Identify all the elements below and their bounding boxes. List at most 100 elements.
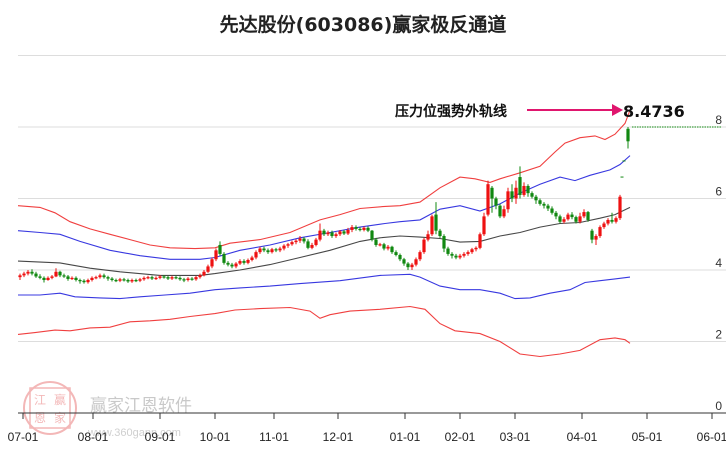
candle: [210, 257, 214, 269]
candle: [486, 180, 490, 217]
watermark: 江 赢 恩 家 赢家江恩软件 www.360gann.com: [23, 381, 192, 439]
candle: [30, 269, 34, 276]
x-tick-label: 09-01: [145, 430, 176, 444]
candle: [246, 258, 250, 265]
candle: [350, 224, 354, 233]
candle: [202, 270, 206, 277]
candle: [38, 274, 42, 280]
candle: [550, 206, 554, 215]
candle: [366, 226, 370, 233]
candle: [510, 184, 514, 203]
svg-text:恩: 恩: [34, 411, 46, 425]
candle: [538, 198, 542, 206]
band-outer_upper: [17, 110, 631, 250]
svg-text:赢: 赢: [54, 392, 66, 407]
candle: [430, 214, 434, 237]
candle: [34, 271, 38, 278]
candle: [142, 276, 146, 281]
candle: [326, 230, 330, 237]
svg-text:江: 江: [34, 393, 46, 407]
candle: [134, 278, 138, 283]
gridlines: [18, 55, 726, 342]
candle: [90, 276, 94, 282]
candle: [334, 232, 338, 238]
annotation-label: 压力位强势外轨线: [395, 103, 507, 120]
candle: [218, 241, 222, 256]
x-tick-label: 11-01: [259, 430, 289, 444]
x-tick-label: 07-01: [8, 430, 39, 444]
candle: [602, 221, 606, 229]
candle: [18, 273, 22, 281]
candle: [294, 239, 298, 245]
candle: [378, 242, 382, 247]
candle: [466, 250, 470, 256]
y-tick-label: 6: [715, 185, 722, 199]
candle: [318, 223, 322, 242]
candle: [122, 277, 126, 282]
candle: [254, 250, 258, 260]
candle: [482, 212, 486, 237]
candle: [182, 277, 186, 283]
candle: [58, 270, 62, 278]
candle: [250, 255, 254, 262]
candle: [226, 261, 230, 267]
candle: [70, 276, 74, 281]
candle: [506, 187, 510, 213]
candle: [26, 270, 30, 276]
candle: [574, 215, 578, 224]
candle: [434, 202, 438, 235]
candle: [214, 248, 218, 262]
svg-text:家: 家: [54, 410, 66, 425]
y-tick-label: 8: [715, 113, 722, 127]
candle: [374, 237, 378, 247]
band-inner_lower: [18, 273, 631, 300]
candle: [162, 275, 166, 279]
x-tick-label: 06-01: [697, 430, 726, 444]
candle: [490, 185, 494, 213]
watermark-url: www.360gann.com: [87, 427, 181, 439]
candle: [22, 271, 26, 278]
candle: [86, 278, 90, 284]
candle: [598, 225, 602, 238]
candle: [470, 247, 474, 254]
band-mid: [17, 206, 631, 276]
candle: [382, 242, 386, 251]
candle: [42, 276, 46, 283]
candle: [494, 196, 498, 210]
candle: [442, 234, 446, 253]
y-axis-labels: 0 2 4 6 8: [715, 113, 722, 413]
candle: [78, 278, 82, 284]
x-axis: 07-01 08-01 09-01 10-01 11-01 12-01 01-01 02-01…: [8, 412, 726, 444]
x-tick-label: 08-01: [78, 430, 109, 444]
candle: [222, 252, 226, 265]
arrow-right-icon: [612, 104, 623, 116]
candle: [258, 246, 262, 254]
channel-bands: [17, 110, 631, 358]
candle: [454, 253, 458, 260]
candle: [94, 275, 98, 280]
candle: [74, 276, 78, 282]
candle: [150, 275, 154, 281]
candle: [402, 257, 406, 266]
candle: [290, 240, 294, 246]
candle: [534, 194, 538, 204]
candle: [158, 275, 162, 280]
x-tick-label: 12-01: [323, 430, 354, 444]
candle: [46, 276, 50, 281]
candle: [582, 209, 586, 219]
candle: [118, 277, 122, 283]
candle: [306, 239, 310, 250]
candle: [554, 211, 558, 220]
candle: [98, 273, 102, 279]
candle: [190, 277, 194, 281]
candle: [414, 257, 418, 267]
y-tick-label: 2: [715, 328, 722, 342]
candle: [238, 259, 242, 265]
watermark-name: 赢家江恩软件: [90, 396, 192, 416]
candle: [610, 212, 614, 224]
candle: [546, 203, 550, 212]
y-tick-label: 0: [715, 399, 722, 413]
candle: [526, 184, 530, 197]
candle: [386, 244, 390, 251]
candle: [394, 250, 398, 257]
